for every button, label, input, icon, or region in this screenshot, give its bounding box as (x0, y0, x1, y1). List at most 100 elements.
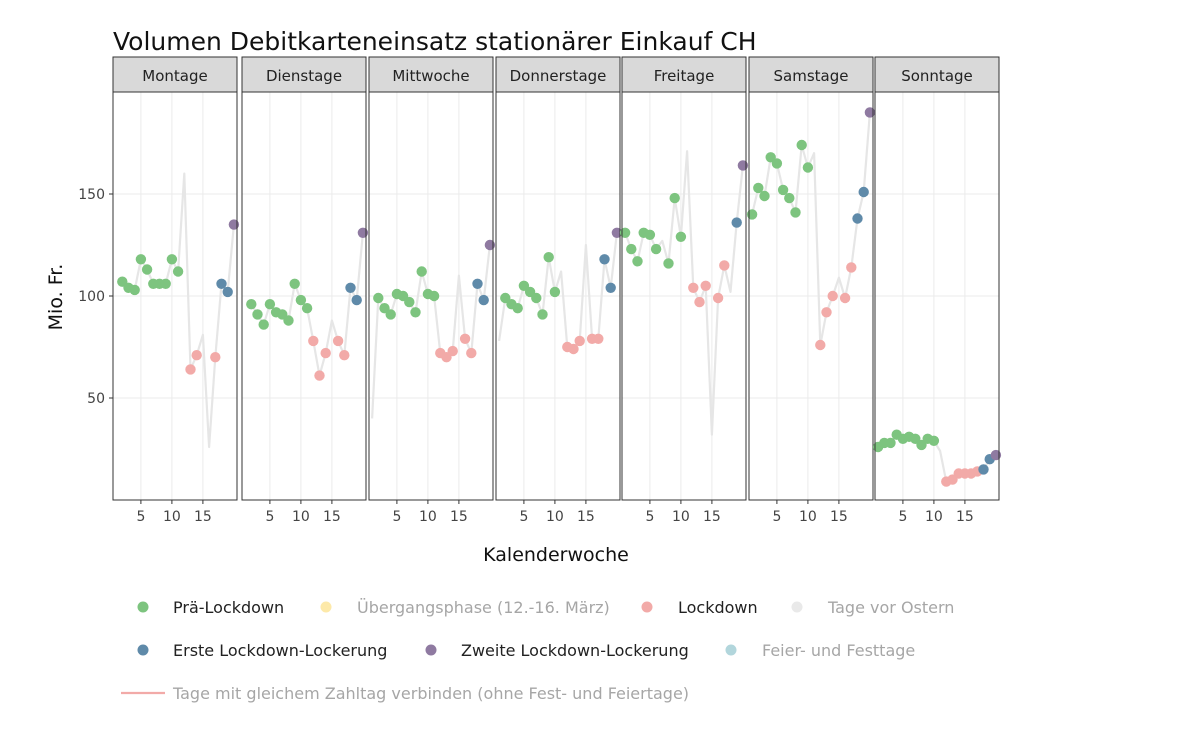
data-point-pre (669, 192, 680, 204)
x-tick-label: 5 (645, 509, 654, 525)
x-tick-label: 15 (323, 509, 341, 525)
legend-item-first: Erste Lockdown-Lockerung (137, 641, 387, 660)
panel-strip-label: Dienstage (266, 67, 342, 85)
legend-label-trans: Übergangsphase (12.-16. März) (357, 598, 610, 617)
data-point-lock (459, 333, 471, 344)
data-point-pre (746, 209, 758, 220)
legend-label-lock: Lockdown (678, 598, 758, 617)
panel-strip-label: Samstage (774, 67, 849, 85)
panel-freitage: Freitage 5 10 15 (619, 56, 749, 525)
legend-key-easter (791, 601, 803, 613)
legend-key-first (137, 644, 149, 656)
legend-key-holiday (725, 644, 737, 656)
panel-montage: Montage 5 10 15 (112, 56, 240, 525)
x-tick-label: 5 (265, 509, 274, 525)
x-tick-label: 10 (163, 509, 181, 525)
data-point-lock (210, 352, 221, 363)
panel-strip (112, 56, 238, 93)
panel-mittwoche: Mittwoche 5 10 15 (368, 56, 496, 525)
panel-strip-label: Sonntage (901, 67, 973, 85)
x-tick-label: 10 (546, 509, 564, 525)
panel-dienstage: Dienstage 5 10 15 (241, 56, 369, 525)
x-tick-label: 10 (925, 509, 943, 525)
panel-strip (874, 56, 1000, 93)
data-point-pre (373, 292, 384, 304)
data-point-pre (283, 315, 294, 326)
data-point-pre (264, 299, 276, 310)
data-point-second (357, 227, 369, 238)
data-point-pre (258, 319, 269, 330)
x-tick-label: 5 (392, 509, 401, 525)
data-point-pre (796, 139, 807, 151)
legend-item-holiday: Feier- und Festtage (725, 641, 915, 660)
data-point-lock (308, 335, 319, 347)
legend-item-trans: Übergangsphase (12.-16. März) (320, 598, 610, 617)
legend-label-first: Erste Lockdown-Lockerung (173, 641, 387, 660)
data-point-first (731, 217, 742, 228)
data-point-first (345, 282, 356, 293)
panel-strip (368, 56, 494, 93)
data-point-pre (632, 256, 643, 267)
x-tick-label: 5 (898, 509, 907, 525)
data-point-pre (644, 229, 656, 240)
data-point-lock (839, 292, 851, 304)
legend: Prä-Lockdown Übergangsphase (12.-16. März… (121, 598, 954, 703)
panel-strip (241, 56, 367, 93)
data-point-first (222, 286, 233, 298)
y-axis: 50 100 150 (78, 187, 113, 407)
y-tick-label: 150 (78, 187, 105, 203)
data-point-first (599, 254, 610, 265)
x-tick-label: 15 (450, 509, 468, 525)
x-tick-label: 10 (419, 509, 437, 525)
data-point-pre (301, 303, 313, 314)
data-point-pre (549, 286, 561, 298)
data-point-first (858, 186, 869, 198)
data-point-lock (712, 292, 724, 304)
panel-sonntage: Sonntage 5 10 15 (872, 56, 1002, 525)
data-point-pre (543, 252, 554, 263)
legend-key-pre (137, 601, 149, 613)
data-point-lock (688, 282, 699, 293)
data-point-lock (574, 335, 585, 347)
legend-label-line: Tage mit gleichem Zahltag verbinden (ohn… (172, 684, 689, 703)
data-point-pre (416, 266, 427, 277)
data-point-lock (320, 347, 331, 359)
legend-key-lock (641, 601, 653, 613)
x-tick-label: 15 (703, 509, 721, 525)
data-point-lock (700, 280, 711, 291)
data-point-pre (626, 243, 637, 255)
data-point-pre (619, 227, 631, 238)
data-point-first (978, 464, 989, 475)
data-point-first (852, 213, 863, 224)
panel-strip-label: Montage (142, 67, 207, 85)
x-tick-label: 15 (830, 509, 848, 525)
panel-strip (495, 56, 621, 93)
data-point-pre (784, 192, 795, 204)
y-axis-title: Mio. Fr. (45, 264, 67, 331)
data-point-lock (332, 335, 344, 347)
data-point-pre (663, 258, 674, 269)
panel-strip (621, 56, 747, 93)
x-tick-label: 15 (956, 509, 974, 525)
panel-strip-label: Mittwoche (392, 67, 469, 85)
legend-item-pre: Prä-Lockdown (137, 598, 284, 617)
data-point-first (605, 282, 616, 293)
legend-key-second (425, 644, 437, 656)
legend-item-lock: Lockdown (641, 598, 758, 617)
panel-strip-label: Donnerstage (510, 67, 607, 85)
panel-donnerstage: Donnerstage 5 10 15 (495, 56, 623, 525)
data-point-pre (537, 309, 548, 320)
data-point-pre (790, 207, 801, 218)
data-point-pre (428, 290, 440, 302)
x-tick-label: 5 (519, 509, 528, 525)
data-point-second (864, 107, 876, 118)
data-point-pre (385, 309, 396, 320)
legend-item-second: Zweite Lockdown-Lockerung (425, 641, 689, 660)
data-point-pre (777, 184, 789, 196)
legend-item-easter: Tage vor Ostern (791, 598, 954, 617)
x-tick-label: 15 (577, 509, 595, 525)
data-point-pre (166, 254, 178, 265)
data-point-pre (252, 309, 263, 320)
data-point-second (228, 219, 240, 230)
